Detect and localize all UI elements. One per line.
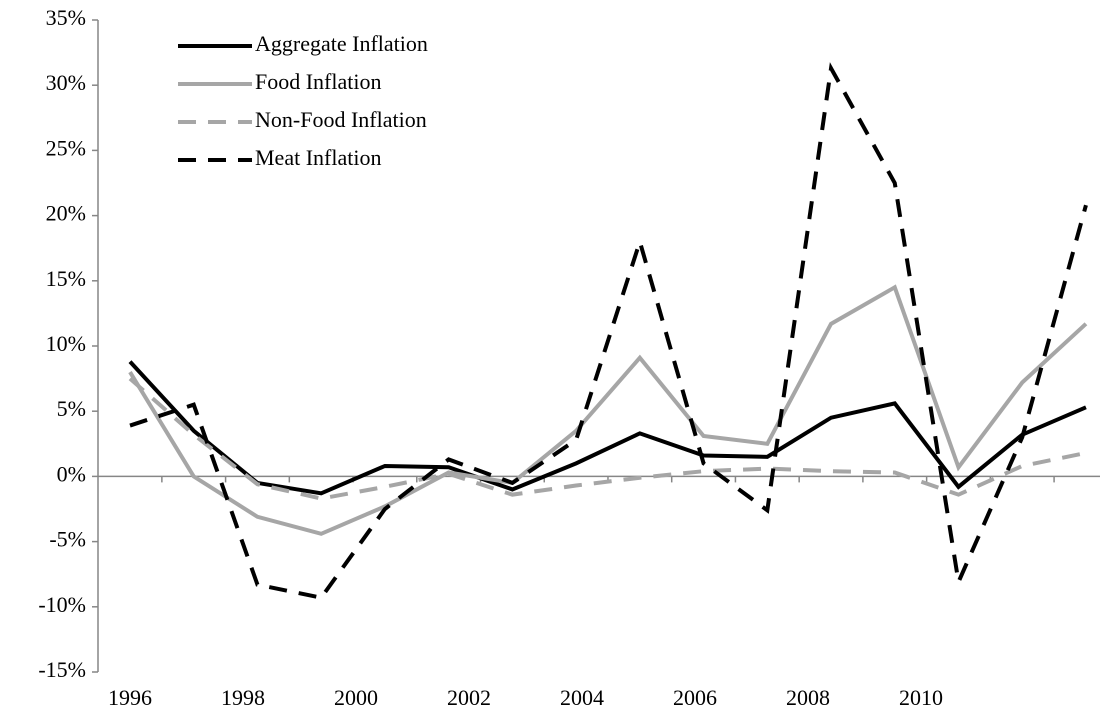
x-tick-label: 2002 — [447, 685, 491, 710]
legend-label: Food Inflation — [255, 69, 382, 94]
x-tick-label: 1998 — [221, 685, 265, 710]
x-tick-label: 1996 — [108, 685, 152, 710]
legend-label: Non-Food Inflation — [255, 107, 427, 132]
x-tick-label: 2000 — [334, 685, 378, 710]
series-line — [128, 360, 1087, 496]
x-tick-label: 2008 — [786, 685, 830, 710]
y-tick-label: -10% — [38, 592, 86, 617]
y-tick-label: 20% — [46, 201, 86, 226]
x-tick-label: 2006 — [673, 685, 717, 710]
y-tick-label: 30% — [46, 70, 86, 95]
y-tick-label: 5% — [57, 396, 86, 421]
series-line — [129, 62, 1088, 600]
y-tick-label: 35% — [46, 5, 86, 30]
y-tick-label: 25% — [46, 135, 86, 160]
y-tick-label: 15% — [46, 266, 86, 291]
series-line — [128, 284, 1088, 536]
legend-label: Meat Inflation — [255, 145, 381, 170]
y-tick-label: -5% — [49, 527, 86, 552]
y-tick-label: 0% — [57, 461, 86, 486]
x-tick-label: 2010 — [899, 685, 943, 710]
x-tick-label: 2004 — [560, 685, 604, 710]
y-tick-label: 10% — [46, 331, 86, 356]
legend-label: Aggregate Inflation — [255, 31, 428, 56]
series-line — [128, 377, 1087, 501]
y-tick-label: -15% — [38, 657, 86, 682]
